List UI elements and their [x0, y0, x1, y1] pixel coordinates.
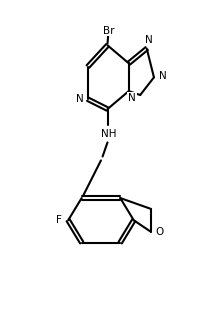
Text: N: N: [76, 94, 84, 104]
Text: N: N: [128, 93, 136, 103]
Text: N: N: [159, 71, 167, 81]
Text: Br: Br: [103, 26, 115, 36]
Text: NH: NH: [101, 129, 117, 139]
Text: F: F: [56, 215, 62, 225]
Text: N: N: [145, 35, 153, 45]
Text: O: O: [156, 227, 164, 237]
